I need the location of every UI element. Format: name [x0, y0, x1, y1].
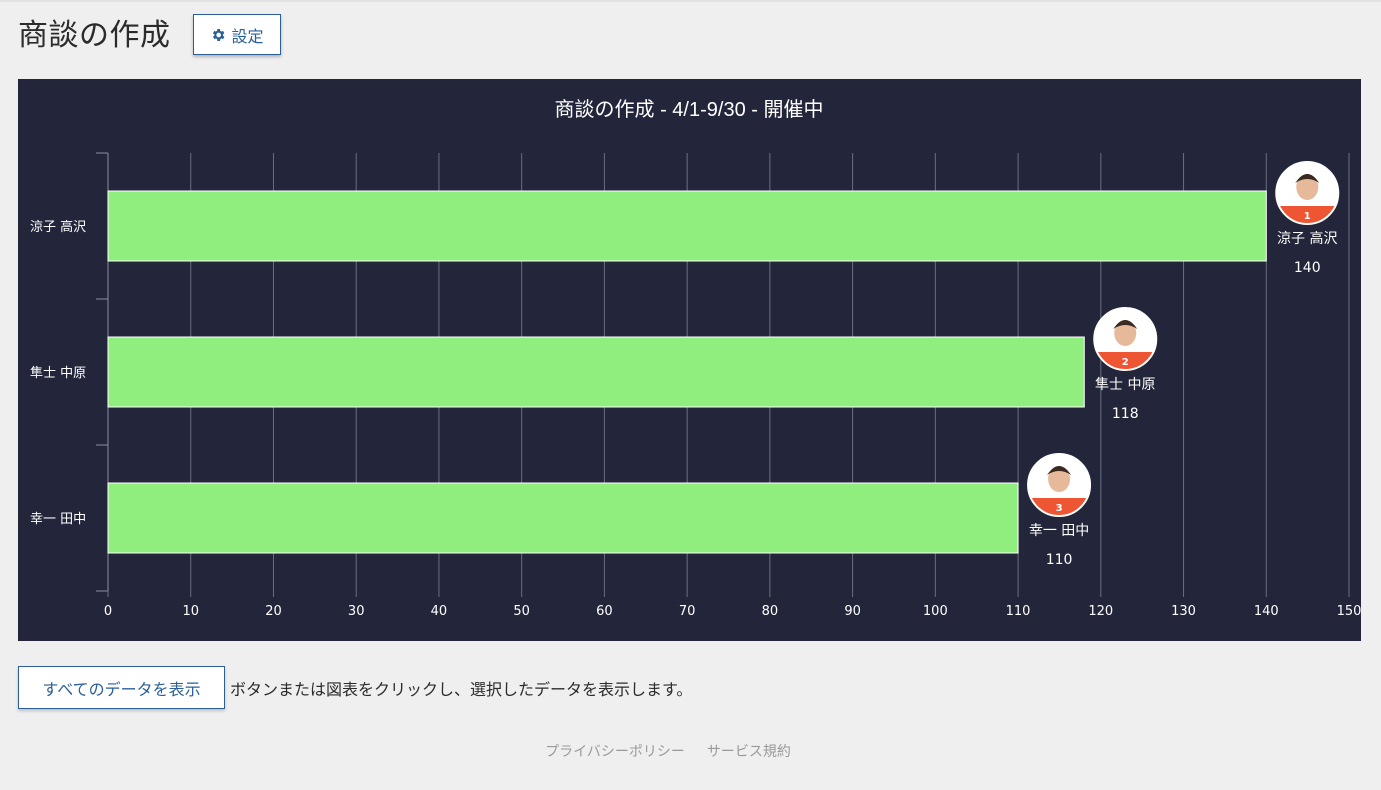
gear-icon: [213, 28, 225, 41]
bar-chart[interactable]: 商談の作成 - 4/1-9/30 - 開催中 0 10 20 30 40 50 60 70 80…: [18, 79, 1361, 641]
x-tick-label: 80: [762, 604, 779, 619]
avatar[interactable]: 2: [1093, 307, 1158, 372]
x-tick-label: 100: [923, 604, 948, 619]
bar[interactable]: [107, 336, 1085, 408]
x-tick-label: 70: [679, 604, 696, 619]
chart-panel[interactable]: 商談の作成 - 4/1-9/30 - 開催中 0 10 20 30 40 50 60 70 80…: [18, 79, 1361, 641]
x-tick-label: 10: [182, 604, 199, 619]
x-tick-label: 110: [1006, 604, 1031, 619]
show-all-data-button[interactable]: すべてのデータを表示: [18, 666, 225, 709]
person-hair-icon: [1113, 320, 1138, 329]
x-tick-label: 50: [513, 604, 530, 619]
bar-name-label: 幸一 田中: [1029, 523, 1089, 539]
x-tick-label: 60: [596, 604, 613, 619]
avatar[interactable]: 1: [1275, 161, 1340, 226]
hint-text: ボタンまたは図表をクリックし、選択したデータを表示します。: [230, 679, 693, 699]
bar-name-label: 隼士 中原: [1095, 377, 1155, 393]
bar-name-label: 涼子 高沢: [1277, 230, 1337, 247]
avatar-ring: [1093, 307, 1158, 371]
x-tick-label: 90: [844, 604, 861, 619]
person-hair-icon: [1047, 466, 1072, 475]
category-label: 幸一 田中: [30, 512, 86, 527]
settings-label: 設定: [231, 26, 264, 46]
bar-value-label: 110: [1046, 552, 1073, 568]
x-tick-label: 40: [431, 604, 448, 619]
x-tick-label: 150: [1337, 604, 1361, 619]
bar-value-label: 118: [1112, 406, 1139, 422]
person-hair-icon: [1295, 174, 1320, 183]
page-title: 商談の作成: [18, 18, 171, 53]
person-face-icon: [1114, 320, 1137, 346]
rank-number: 1: [1304, 211, 1311, 222]
person-face-icon: [1296, 174, 1319, 200]
avatar-ring: [1275, 161, 1340, 225]
bar[interactable]: [107, 482, 1019, 554]
x-tick-label: 0: [104, 604, 112, 619]
privacy-policy-link[interactable]: プライバシーポリシー: [545, 744, 685, 760]
bar-value-label: 140: [1294, 260, 1321, 276]
chart-title: 商談の作成 - 4/1-9/30 - 開催中: [555, 98, 824, 121]
terms-of-service-link[interactable]: サービス規約: [706, 744, 791, 760]
category-label: 涼子 高沢: [30, 219, 86, 235]
x-tick-label: 130: [1171, 604, 1196, 619]
x-tick-label: 120: [1088, 604, 1113, 619]
x-tick-label: 30: [348, 604, 365, 619]
axis-layer: 0 10 20 30 40 50 60 70 80 90 100 110 120 130 140 150 涼子 …: [30, 152, 1361, 619]
bar[interactable]: [107, 190, 1267, 262]
avatar-ring: [1027, 453, 1092, 517]
x-tick-label: 140: [1254, 604, 1279, 619]
person-face-icon: [1048, 466, 1071, 492]
bar-layer[interactable]: 1 涼子 高沢 140 2 隼士 中原 118 3 幸一 田中 110: [107, 161, 1340, 568]
x-tick-label: 20: [265, 604, 282, 619]
top-strip: [0, 0, 1381, 2]
settings-button[interactable]: 設定: [193, 14, 281, 55]
avatar[interactable]: 3: [1027, 453, 1092, 518]
rank-number: 3: [1056, 503, 1063, 514]
footer: プライバシーポリシー サービス規約: [0, 741, 1336, 761]
rank-number: 2: [1122, 357, 1129, 368]
category-label: 隼士 中原: [30, 365, 86, 381]
